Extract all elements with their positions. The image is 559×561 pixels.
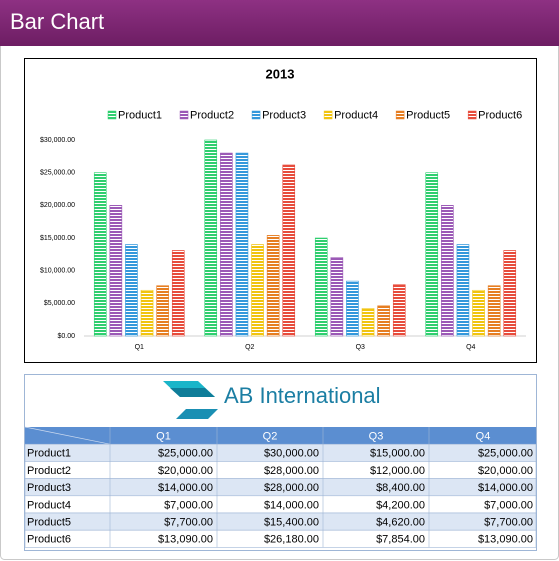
legend-label: Product2 [190, 109, 234, 121]
legend-label: Product1 [118, 109, 162, 121]
bar [330, 257, 344, 337]
table-cell: $14,000.00 [478, 482, 533, 494]
bar [220, 152, 233, 337]
y-tick-label: $15,000.00 [40, 235, 75, 242]
x-tick-label: Q2 [245, 344, 254, 351]
row-label: Product5 [27, 517, 71, 529]
table-cell: $30,000.00 [264, 448, 319, 460]
x-tick-label: Q3 [356, 344, 365, 351]
header-bar [0, 0, 559, 46]
bar [472, 289, 485, 337]
legend-label: Product6 [478, 109, 522, 121]
bar [503, 250, 517, 337]
row-label: Product6 [27, 534, 71, 546]
table-cell: $25,000.00 [478, 448, 533, 460]
table-cell: $4,200.00 [376, 499, 425, 511]
table-row [24, 529, 537, 548]
bar [109, 205, 123, 337]
bar [266, 235, 280, 337]
legend-key [395, 110, 405, 120]
table-cell: $26,180.00 [264, 534, 319, 546]
table-cell: $4,620.00 [376, 517, 425, 529]
y-tick-label: $0.00 [57, 333, 75, 340]
legend-key [251, 110, 261, 120]
legend-label: Product4 [334, 109, 378, 121]
column-header: Q2 [263, 431, 278, 443]
x-tick-label: Q4 [466, 344, 475, 351]
row-label: Product1 [27, 448, 71, 460]
y-tick-label: $25,000.00 [40, 170, 75, 177]
bar [346, 280, 359, 337]
legend-label: Product5 [406, 109, 450, 121]
chart-title: 2013 [266, 66, 295, 81]
legend-label: Product3 [262, 109, 306, 121]
legend-key [107, 110, 117, 120]
row-label: Product4 [27, 499, 71, 511]
y-tick-label: $30,000.00 [40, 137, 75, 144]
table-cell: $7,854.00 [376, 534, 425, 546]
table-cell: $8,400.00 [376, 482, 425, 494]
bar [392, 284, 406, 337]
bar [314, 237, 328, 337]
table-cell: $13,090.00 [478, 534, 533, 546]
table-cell: $12,000.00 [370, 465, 425, 477]
bar [171, 250, 185, 337]
column-header: Q3 [369, 431, 384, 443]
bar [251, 244, 264, 337]
table-cell: $7,000.00 [164, 499, 213, 511]
legend-key [467, 110, 477, 120]
bar [140, 289, 154, 337]
table-cell: $28,000.00 [264, 482, 319, 494]
header-diagonal [24, 426, 111, 445]
legend-key [179, 110, 189, 120]
table-cell: $7,700.00 [164, 517, 213, 529]
bar [377, 305, 390, 337]
bar [282, 164, 296, 337]
bar [361, 308, 375, 337]
table-cell: $28,000.00 [264, 465, 319, 477]
x-tick-label: Q1 [135, 344, 144, 351]
table-cell: $7,000.00 [484, 499, 533, 511]
table-cell: $13,090.00 [158, 534, 213, 546]
column-header: Q4 [476, 431, 491, 443]
table-cell: $20,000.00 [158, 465, 213, 477]
bar [235, 152, 249, 337]
header-title: Bar Chart [10, 9, 104, 34]
bar [456, 244, 470, 337]
bar [204, 139, 218, 337]
bar [125, 244, 138, 337]
table-header-row [25, 427, 536, 445]
y-tick-label: $5,000.00 [44, 300, 75, 307]
table-cell: $25,000.00 [158, 448, 213, 460]
bar [441, 205, 454, 337]
table-cell: $14,000.00 [158, 482, 213, 494]
row-label: Product3 [27, 482, 71, 494]
table-cell: $14,000.00 [264, 499, 319, 511]
table-cell: $15,000.00 [370, 448, 425, 460]
row-label: Product2 [27, 465, 71, 477]
logo-icon [163, 381, 218, 419]
table-cell: $15,400.00 [264, 517, 319, 529]
bar [487, 285, 501, 337]
logo-text: AB International [224, 383, 381, 408]
bar [156, 285, 169, 337]
y-tick-label: $20,000.00 [40, 202, 75, 209]
y-tick-label: $10,000.00 [40, 268, 75, 275]
column-header: Q1 [156, 431, 171, 443]
legend-key [323, 110, 333, 120]
bar [93, 172, 107, 337]
table-cell: $7,700.00 [484, 517, 533, 529]
bar [425, 172, 439, 337]
table-cell: $20,000.00 [478, 465, 533, 477]
